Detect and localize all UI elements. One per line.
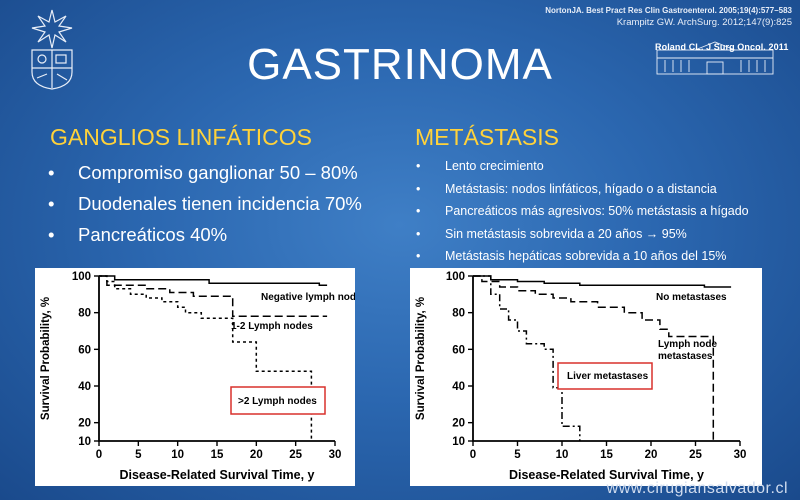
metastasis-survival-chart: 0 5 10 15 20 25 30 10 20 40 60 80 100 Disease-Related…: [410, 268, 762, 486]
y-tick-label: 60: [78, 344, 91, 356]
x-tick-label: 5: [135, 449, 142, 461]
references-block: NortonJA. Best Pract Res Clin Gastroente…: [545, 5, 792, 29]
list-item: Metástasis: nodos linfáticos, hígado o a…: [416, 182, 749, 205]
reference-2: Krampitz GW. ArchSurg. 2012;147(9):825: [616, 17, 792, 28]
reference-3: Roland CL. J Surg Oncol. 2011: [655, 42, 789, 52]
list-item: Pancreáticos 40%: [48, 224, 362, 255]
y-tick-label: 40: [452, 381, 465, 393]
website-footer[interactable]: www.cirugiansalvador.cl: [606, 480, 788, 497]
y-tick-label: 10: [78, 436, 91, 448]
list-item: Duodenales tienen incidencia 70%: [48, 193, 362, 224]
x-tick-label: 15: [211, 449, 224, 461]
y-tick-label: 80: [78, 308, 91, 320]
survival-series-line: [473, 275, 715, 441]
x-tick-label: 10: [556, 449, 569, 461]
hospital-building-image: [656, 41, 774, 75]
x-axis-label: Disease-Related Survival Time, y: [119, 468, 314, 482]
survival-series-line: [99, 275, 328, 318]
survival-series-line: [99, 275, 328, 286]
survival-curve-svg: 0 5 10 15 20 25 30 10 20 40 60 80 100 Disease-Related…: [40, 271, 355, 482]
x-tick-label: 20: [250, 449, 263, 461]
lymph-nodes-heading: GANGLIOS LINFÁTICOS: [50, 124, 312, 150]
metastasis-list: Lento crecimiento Metástasis: nodos linf…: [416, 159, 749, 272]
y-axis-label: Survival Probability, %: [415, 297, 427, 420]
x-axis-label: Disease-Related Survival Time, y: [509, 468, 704, 482]
list-item: Metástasis hepáticas sobrevida a 10 años…: [416, 249, 749, 272]
x-tick-label: 30: [329, 449, 342, 461]
list-item: Pancreáticos más agresivos: 50% metástas…: [416, 204, 749, 227]
x-tick-label: 0: [96, 449, 102, 461]
x-tick-label: 5: [514, 449, 521, 461]
slide-title: GASTRINOMA: [247, 40, 553, 89]
y-tick-label: 10: [452, 436, 465, 448]
series-annotation: >2 Lymph nodes: [238, 396, 317, 407]
x-tick-label: 20: [645, 449, 658, 461]
survival-curve-svg: 0 5 10 15 20 25 30 10 20 40 60 80 100 Disease-Related…: [415, 271, 747, 482]
series-annotation: Lymph node: [658, 339, 718, 350]
series-annotation: 1-2 Lymph nodes: [231, 321, 313, 332]
series-annotation: metastases: [658, 351, 713, 362]
series-annotation: No metastases: [656, 292, 727, 303]
y-tick-label: 20: [452, 418, 465, 430]
x-tick-label: 15: [600, 449, 613, 461]
metastasis-heading: METÁSTASIS: [415, 124, 559, 150]
list-item: Compromiso ganglionar 50 – 80%: [48, 162, 362, 193]
series-annotation: Liver metastases: [567, 371, 649, 382]
y-tick-label: 100: [446, 271, 465, 283]
y-axis-label: Survival Probability, %: [40, 297, 52, 420]
reference-1: NortonJA. Best Pract Res Clin Gastroente…: [545, 6, 792, 15]
highlight-box: [230, 386, 326, 415]
lymph-node-survival-chart: 0 5 10 15 20 25 30 10 20 40 60 80 100 Disease-Related…: [35, 268, 355, 486]
y-tick-label: 60: [452, 344, 465, 356]
y-tick-label: 80: [452, 308, 465, 320]
list-item: Lento crecimiento: [416, 159, 749, 182]
x-tick-label: 30: [734, 449, 747, 461]
x-tick-label: 10: [171, 449, 184, 461]
x-tick-label: 25: [289, 449, 302, 461]
y-tick-label: 100: [72, 271, 91, 283]
survival-series-line: [473, 275, 732, 288]
x-tick-label: 25: [689, 449, 702, 461]
series-annotation: Negative lymph nodes: [261, 292, 355, 303]
list-item: Sin metástasis sobrevida a 20 años → 95%: [416, 227, 749, 250]
university-crest-logo: [31, 9, 73, 90]
y-tick-label: 40: [78, 381, 91, 393]
highlight-box: [557, 362, 653, 390]
survival-series-line: [473, 275, 581, 441]
x-tick-label: 0: [470, 449, 476, 461]
y-tick-label: 20: [78, 418, 91, 430]
survival-series-line: [99, 275, 313, 441]
lymph-nodes-list: Compromiso ganglionar 50 – 80% Duodenale…: [48, 162, 362, 255]
